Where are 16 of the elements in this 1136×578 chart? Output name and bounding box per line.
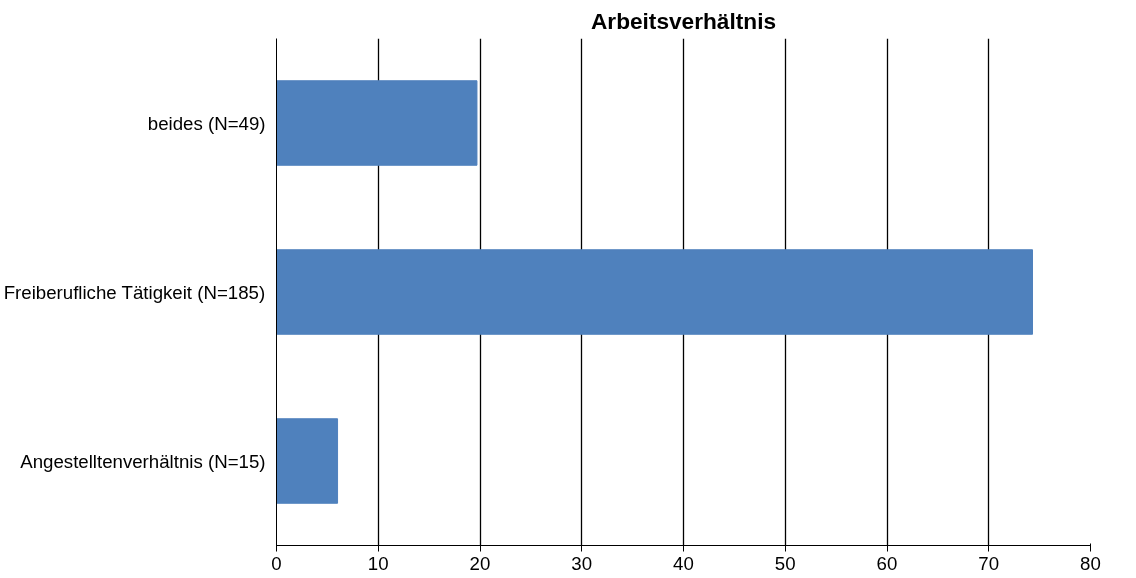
x-tick-label: 10 [367,552,389,574]
y-tick-label: Angestelltenverhältnis (N=15) [20,450,266,472]
x-tick-label: 0 [271,552,282,574]
chart-title: Arbeitsverhältnis [590,7,777,34]
y-tick-label: beides (N=49) [147,112,266,134]
bar [276,249,1033,335]
x-tick-label: 40 [673,552,694,574]
bar [276,80,478,166]
x-tick-label: 80 [1080,552,1101,574]
x-tick-label: 50 [774,552,796,574]
bar [276,418,339,504]
x-tick-label: 60 [876,552,898,574]
x-tick-label: 30 [571,552,593,574]
x-tick-label: 20 [469,552,491,574]
x-tick-label: 70 [978,552,1000,574]
y-tick-label: Freiberufliche Tätigkeit (N=185) [3,281,266,303]
